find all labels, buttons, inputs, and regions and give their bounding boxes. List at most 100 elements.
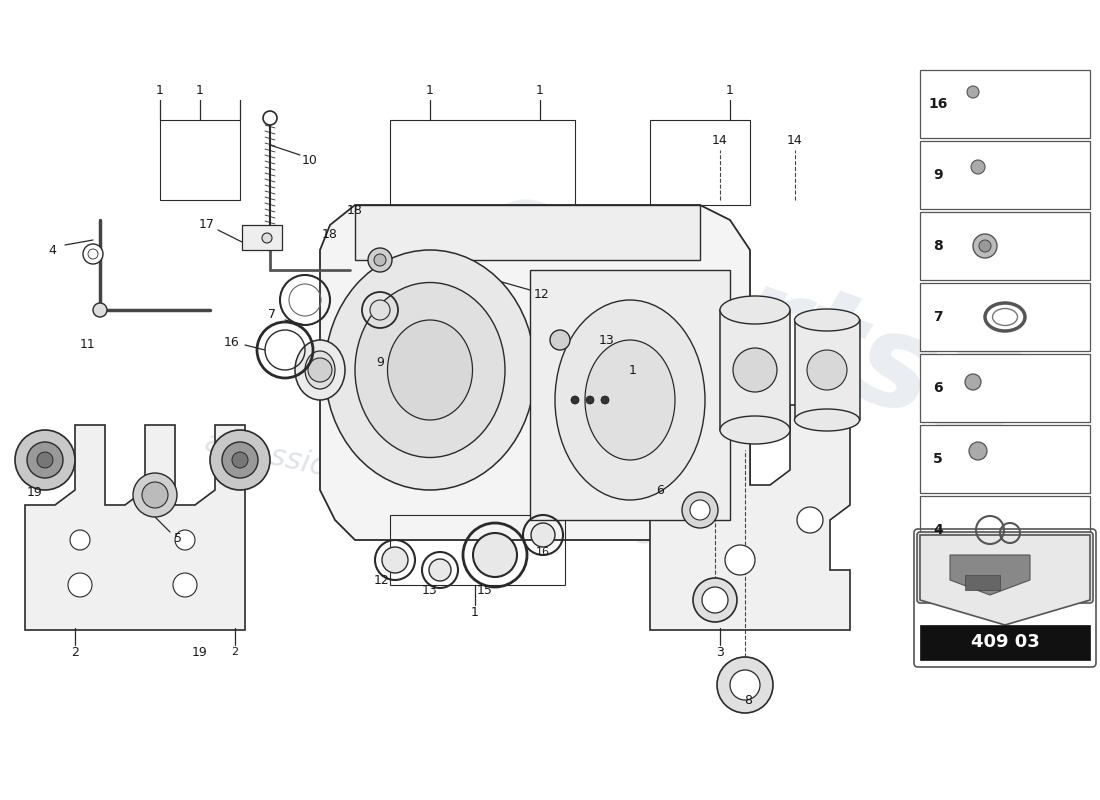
Circle shape bbox=[550, 330, 570, 350]
Text: 14: 14 bbox=[712, 134, 728, 146]
Circle shape bbox=[693, 578, 737, 622]
Text: 12: 12 bbox=[374, 574, 389, 586]
Text: 15: 15 bbox=[477, 583, 493, 597]
Text: 1: 1 bbox=[536, 83, 543, 97]
Circle shape bbox=[368, 248, 392, 272]
Circle shape bbox=[473, 533, 517, 577]
Polygon shape bbox=[320, 205, 750, 540]
Ellipse shape bbox=[355, 282, 505, 458]
Bar bbox=[920, 141, 1090, 209]
Bar bbox=[920, 70, 1090, 138]
Text: 19: 19 bbox=[28, 486, 43, 498]
Text: 9: 9 bbox=[376, 355, 384, 369]
Text: 8: 8 bbox=[744, 694, 752, 706]
Circle shape bbox=[70, 530, 90, 550]
Text: 13: 13 bbox=[600, 334, 615, 346]
Circle shape bbox=[969, 442, 987, 460]
Text: 7: 7 bbox=[268, 309, 276, 322]
Text: 12: 12 bbox=[535, 287, 550, 301]
Circle shape bbox=[974, 234, 997, 258]
Circle shape bbox=[175, 530, 195, 550]
Circle shape bbox=[531, 523, 556, 547]
Text: 18: 18 bbox=[348, 203, 363, 217]
Circle shape bbox=[733, 348, 777, 392]
Circle shape bbox=[88, 249, 98, 259]
Text: 1: 1 bbox=[426, 83, 433, 97]
Text: 6: 6 bbox=[933, 381, 943, 395]
Text: 6: 6 bbox=[656, 483, 664, 497]
Ellipse shape bbox=[387, 320, 473, 420]
Text: 5: 5 bbox=[933, 452, 943, 466]
Bar bbox=[390, 120, 575, 205]
Text: 13: 13 bbox=[422, 583, 438, 597]
Circle shape bbox=[682, 492, 718, 528]
Bar bbox=[795, 320, 860, 420]
Text: 1: 1 bbox=[629, 363, 637, 377]
Ellipse shape bbox=[720, 296, 790, 324]
Circle shape bbox=[222, 442, 258, 478]
Text: 2: 2 bbox=[231, 647, 239, 657]
Circle shape bbox=[730, 670, 760, 700]
Polygon shape bbox=[25, 425, 245, 630]
Text: 11: 11 bbox=[80, 338, 96, 351]
Text: 2: 2 bbox=[72, 646, 79, 658]
Ellipse shape bbox=[720, 416, 790, 444]
Text: 18: 18 bbox=[322, 229, 338, 242]
Circle shape bbox=[702, 587, 728, 613]
Ellipse shape bbox=[295, 340, 345, 400]
Ellipse shape bbox=[794, 309, 859, 331]
Circle shape bbox=[232, 452, 248, 468]
Polygon shape bbox=[920, 535, 1090, 625]
Ellipse shape bbox=[585, 340, 675, 460]
Circle shape bbox=[370, 300, 390, 320]
Circle shape bbox=[971, 160, 984, 174]
Circle shape bbox=[82, 244, 103, 264]
Bar bbox=[160, 120, 240, 200]
Ellipse shape bbox=[794, 409, 859, 431]
Bar bbox=[920, 283, 1090, 351]
Circle shape bbox=[142, 482, 168, 508]
Circle shape bbox=[94, 303, 107, 317]
Circle shape bbox=[308, 358, 332, 382]
Circle shape bbox=[690, 500, 710, 520]
Circle shape bbox=[262, 233, 272, 243]
Circle shape bbox=[967, 86, 979, 98]
Circle shape bbox=[28, 442, 63, 478]
Bar bbox=[920, 354, 1090, 422]
Text: 4: 4 bbox=[933, 523, 943, 537]
Text: 16: 16 bbox=[224, 335, 240, 349]
Text: 4: 4 bbox=[48, 243, 56, 257]
Text: 1: 1 bbox=[196, 83, 204, 97]
Text: 19: 19 bbox=[192, 646, 208, 658]
Circle shape bbox=[133, 473, 177, 517]
Text: 8: 8 bbox=[933, 239, 943, 253]
Text: 5: 5 bbox=[174, 531, 182, 545]
Ellipse shape bbox=[305, 351, 336, 389]
Bar bbox=[920, 496, 1090, 564]
Circle shape bbox=[571, 396, 579, 404]
Ellipse shape bbox=[992, 309, 1018, 326]
Circle shape bbox=[15, 430, 75, 490]
Text: 14: 14 bbox=[788, 134, 803, 146]
Text: 409 03: 409 03 bbox=[970, 633, 1040, 651]
Bar bbox=[720, 310, 790, 430]
Circle shape bbox=[798, 507, 823, 533]
Bar bbox=[920, 425, 1090, 493]
Polygon shape bbox=[950, 555, 1030, 595]
Bar bbox=[920, 625, 1090, 660]
Circle shape bbox=[601, 396, 609, 404]
Circle shape bbox=[173, 573, 197, 597]
Circle shape bbox=[725, 545, 755, 575]
Circle shape bbox=[807, 350, 847, 390]
Circle shape bbox=[429, 559, 451, 581]
Text: 10: 10 bbox=[302, 154, 318, 166]
Text: 3: 3 bbox=[716, 646, 724, 658]
FancyBboxPatch shape bbox=[917, 532, 1093, 603]
Text: epartsS: epartsS bbox=[458, 162, 1042, 478]
Circle shape bbox=[717, 657, 773, 713]
Text: 1: 1 bbox=[726, 83, 734, 97]
Ellipse shape bbox=[324, 250, 535, 490]
Text: 9: 9 bbox=[933, 168, 943, 182]
Text: a passion for parts since 1985: a passion for parts since 1985 bbox=[201, 428, 659, 552]
Bar bbox=[390, 515, 565, 585]
